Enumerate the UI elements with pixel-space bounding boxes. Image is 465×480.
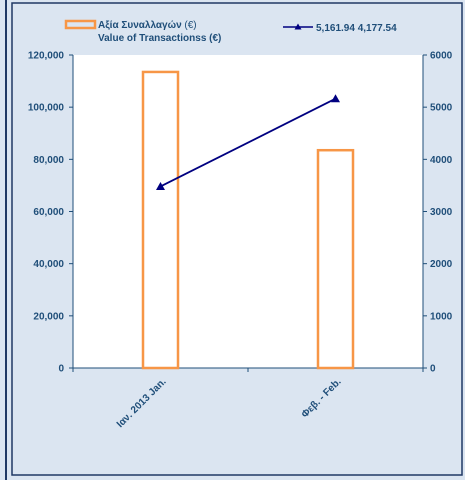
y-left-tick-label: 20,000 bbox=[33, 311, 64, 322]
y-right-tick-label: 4000 bbox=[430, 155, 453, 166]
y-right-tick-label: 0 bbox=[430, 364, 436, 375]
y-right-tick-label: 3000 bbox=[430, 207, 453, 218]
y-left-ticks: 0 20,000 40,000 60,000 80,000 100,000 120,000 bbox=[28, 51, 73, 375]
legend-bar-label: Αξία Συναλλαγών (€) bbox=[98, 20, 197, 31]
outer-border bbox=[11, 2, 463, 476]
x-ticks: Ιαν. 2013 Jan. Φεβ. - Feb. bbox=[72, 368, 424, 430]
bar bbox=[316, 148, 355, 370]
y-left-tick-label: 80,000 bbox=[33, 155, 64, 166]
legend: Αξία Συναλλαγών (€) Value of Transaction… bbox=[64, 19, 397, 44]
legend-line-label: 5,161.94 4,177.54 bbox=[316, 23, 397, 34]
line-marker bbox=[331, 94, 340, 103]
y-left-tick-label: 0 bbox=[58, 364, 64, 375]
bar-series bbox=[141, 70, 355, 370]
y-right-ticks: 0 1000 2000 3000 4000 5000 6000 bbox=[423, 51, 453, 375]
y-right-tick-label: 2000 bbox=[430, 259, 453, 270]
legend-line-marker bbox=[294, 23, 302, 30]
legend-bar-label-en: Value of Transactionss (€) bbox=[98, 33, 221, 44]
legend-bar-label-rest: (€) bbox=[182, 20, 197, 31]
y-right-tick-label: 6000 bbox=[430, 51, 453, 62]
y-left-tick-label: 100,000 bbox=[28, 103, 65, 114]
plot-area bbox=[73, 55, 423, 368]
line-series bbox=[156, 94, 340, 190]
y-left-tick-label: 40,000 bbox=[33, 259, 64, 270]
legend-bar-swatch bbox=[64, 19, 97, 30]
line-path bbox=[160, 97, 336, 188]
y-right-tick-label: 1000 bbox=[430, 311, 453, 322]
y-right-tick-label: 5000 bbox=[430, 103, 453, 114]
bar bbox=[141, 70, 180, 370]
y-left-tick-label: 120,000 bbox=[28, 51, 65, 62]
legend-bar-label-bold: Αξία Συναλλαγών bbox=[98, 20, 182, 31]
line-marker bbox=[156, 181, 165, 190]
x-tick-label: Φεβ. - Feb. bbox=[300, 376, 344, 420]
y-left-tick-label: 60,000 bbox=[33, 207, 64, 218]
x-tick-label: Ιαν. 2013 Jan. bbox=[115, 376, 169, 430]
